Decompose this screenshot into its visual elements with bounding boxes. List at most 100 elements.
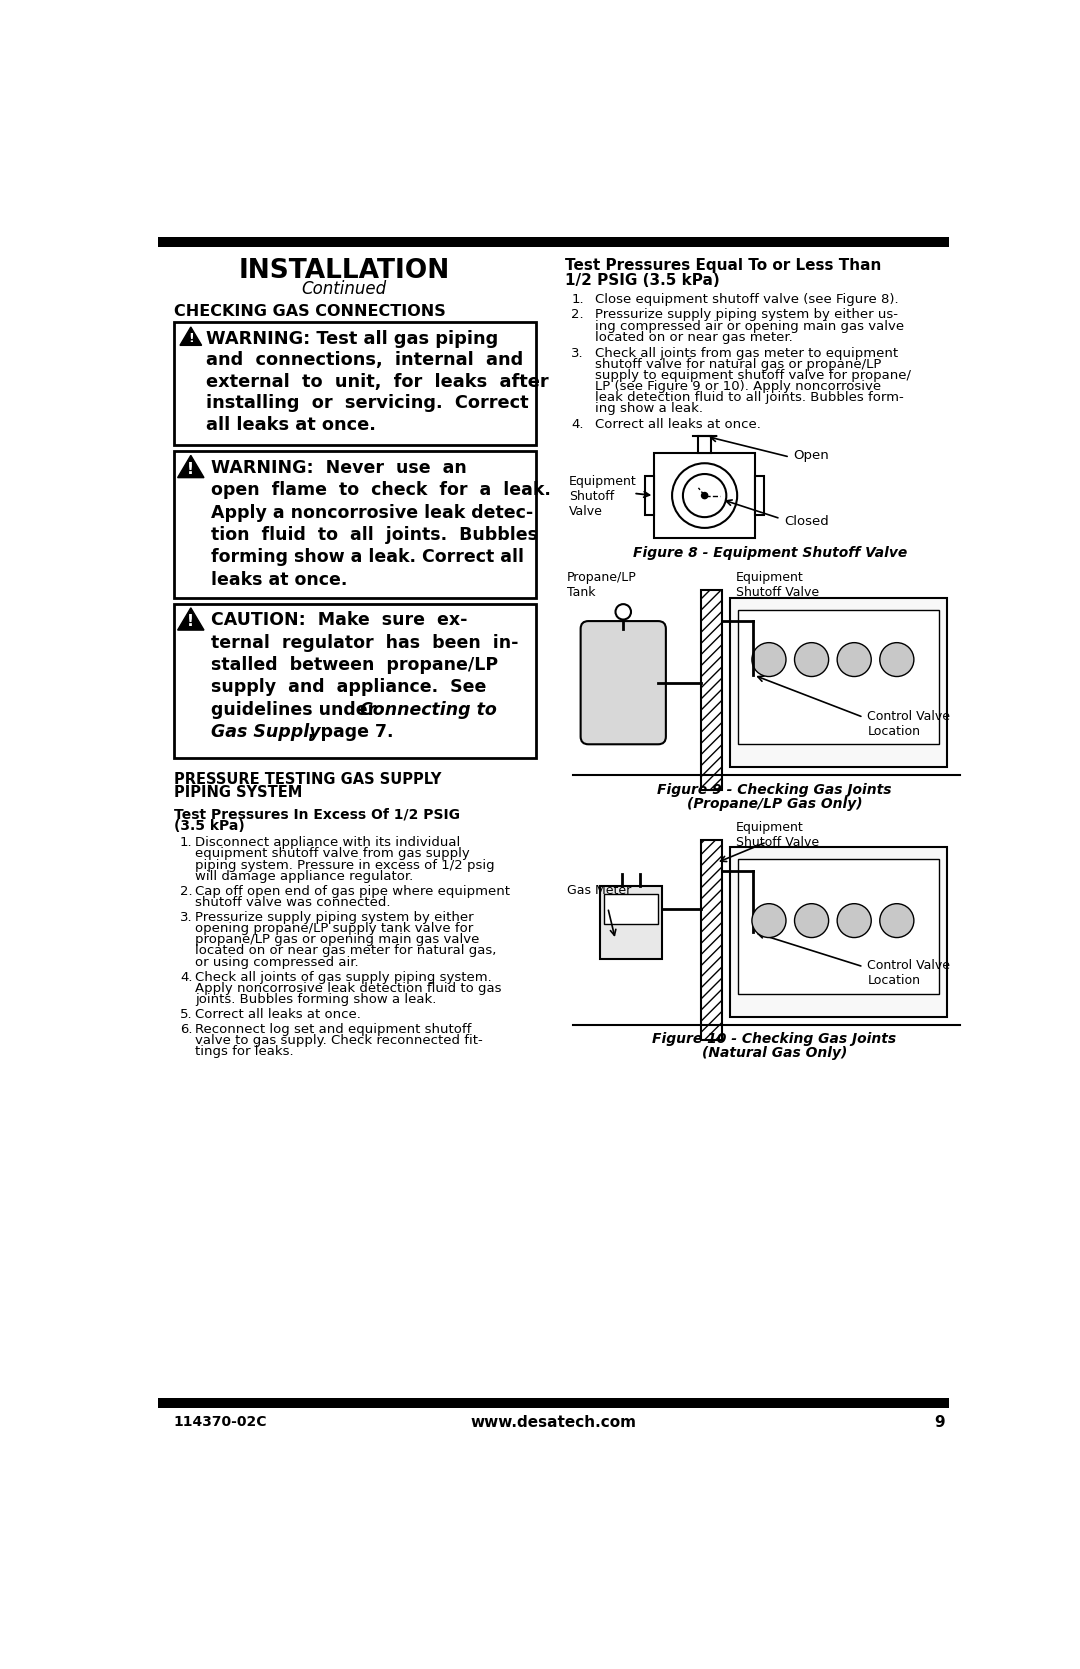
Text: 4.: 4.	[571, 419, 584, 431]
Text: leak detection fluid to all joints. Bubbles form-: leak detection fluid to all joints. Bubb…	[595, 391, 903, 404]
Text: Control Valve
Location: Control Valve Location	[867, 960, 950, 986]
Bar	[159, 237, 948, 247]
Circle shape	[795, 903, 828, 938]
Text: Check all joints of gas supply piping system.: Check all joints of gas supply piping sy…	[195, 971, 492, 983]
Text: PRESSURE TESTING GAS SUPPLY: PRESSURE TESTING GAS SUPPLY	[174, 771, 441, 786]
Text: Equipment
Shutoff Valve: Equipment Shutoff Valve	[735, 821, 819, 848]
Text: (Natural Gas Only): (Natural Gas Only)	[702, 1046, 847, 1060]
Text: Figure 8 - Equipment Shutoff Valve: Figure 8 - Equipment Shutoff Valve	[633, 546, 907, 559]
Text: Close equipment shutoff valve (see Figure 8).: Close equipment shutoff valve (see Figur…	[595, 292, 899, 305]
Text: Reconnect log set and equipment shutoff: Reconnect log set and equipment shutoff	[195, 1023, 472, 1036]
Text: Apply noncorrosive leak detection fluid to gas: Apply noncorrosive leak detection fluid …	[195, 981, 502, 995]
Text: tion  fluid  to  all  joints.  Bubbles: tion fluid to all joints. Bubbles	[211, 526, 538, 544]
Text: , page 7.: , page 7.	[308, 723, 393, 741]
Text: 1.: 1.	[180, 836, 192, 850]
Text: equipment shutoff valve from gas supply: equipment shutoff valve from gas supply	[195, 848, 470, 861]
Text: ing show a leak.: ing show a leak.	[595, 402, 703, 416]
Text: Connecting to: Connecting to	[360, 701, 497, 719]
Text: CHECKING GAS CONNECTIONS: CHECKING GAS CONNECTIONS	[174, 304, 446, 319]
Bar	[730, 598, 947, 768]
FancyBboxPatch shape	[581, 621, 666, 744]
Text: 5.: 5.	[180, 1008, 192, 1021]
Text: Gas Meter: Gas Meter	[567, 885, 631, 898]
Text: 3.: 3.	[571, 347, 584, 359]
Text: Figure 9 - Checking Gas Joints: Figure 9 - Checking Gas Joints	[657, 783, 892, 796]
Text: opening propane/LP supply tank valve for: opening propane/LP supply tank valve for	[195, 923, 474, 935]
Text: 9: 9	[934, 1415, 945, 1430]
Text: Pressurize supply piping system by either us-: Pressurize supply piping system by eithe…	[595, 309, 897, 322]
Text: Check all joints from gas meter to equipment: Check all joints from gas meter to equip…	[595, 347, 897, 359]
Text: external  to  unit,  for  leaks  after: external to unit, for leaks after	[206, 372, 549, 391]
Text: forming show a leak. Correct all: forming show a leak. Correct all	[211, 549, 524, 566]
Text: 1/2 PSIG (3.5 kPa): 1/2 PSIG (3.5 kPa)	[565, 274, 720, 289]
Text: Correct all leaks at once.: Correct all leaks at once.	[195, 1008, 362, 1021]
Text: WARNING:  Never  use  an: WARNING: Never use an	[211, 459, 467, 477]
Circle shape	[683, 474, 727, 517]
Text: and  connections,  internal  and: and connections, internal and	[206, 350, 524, 369]
Text: CAUTION:  Make  sure  ex-: CAUTION: Make sure ex-	[211, 611, 468, 629]
Text: PIPING SYSTEM: PIPING SYSTEM	[174, 784, 302, 799]
Text: leaks at once.: leaks at once.	[211, 571, 348, 589]
Polygon shape	[177, 456, 204, 477]
Text: Control Valve
Location: Control Valve Location	[867, 709, 950, 738]
Bar	[159, 1397, 948, 1407]
Text: 1.: 1.	[571, 292, 584, 305]
Text: supply to equipment shutoff valve for propane/: supply to equipment shutoff valve for pr…	[595, 369, 910, 382]
Text: 2.: 2.	[571, 309, 584, 322]
Text: guidelines under: guidelines under	[211, 701, 382, 719]
Text: valve to gas supply. Check reconnected fit-: valve to gas supply. Check reconnected f…	[195, 1035, 483, 1046]
Text: 6.: 6.	[180, 1023, 192, 1036]
Circle shape	[672, 464, 738, 527]
Bar	[645, 476, 654, 514]
Text: !: !	[188, 332, 193, 345]
Text: WARNING: Test all gas piping: WARNING: Test all gas piping	[206, 330, 499, 347]
Text: stalled  between  propane/LP: stalled between propane/LP	[211, 656, 498, 674]
Text: Test Pressures In Excess Of 1/2 PSIG: Test Pressures In Excess Of 1/2 PSIG	[174, 808, 460, 821]
Bar	[701, 591, 723, 791]
Text: Open: Open	[794, 449, 829, 462]
Text: LP (see Figure 9 or 10). Apply noncorrosive: LP (see Figure 9 or 10). Apply noncorros…	[595, 381, 880, 394]
Bar	[738, 609, 940, 744]
Bar	[699, 436, 711, 454]
Text: open  flame  to  check  for  a  leak.: open flame to check for a leak.	[211, 481, 551, 499]
Text: tings for leaks.: tings for leaks.	[195, 1045, 294, 1058]
Polygon shape	[177, 608, 204, 631]
Circle shape	[795, 643, 828, 676]
Text: Equipment
Shutoff Valve: Equipment Shutoff Valve	[735, 571, 819, 599]
Circle shape	[752, 903, 786, 938]
Text: shutoff valve for natural gas or propane/LP: shutoff valve for natural gas or propane…	[595, 357, 881, 371]
Text: Continued: Continued	[301, 280, 387, 297]
Text: ternal  regulator  has  been  in-: ternal regulator has been in-	[211, 634, 518, 653]
Text: located on or near gas meter.: located on or near gas meter.	[595, 330, 793, 344]
Text: Pressurize supply piping system by either: Pressurize supply piping system by eithe…	[195, 911, 474, 925]
Circle shape	[837, 643, 872, 676]
Text: Gas Supply: Gas Supply	[211, 723, 321, 741]
Bar	[738, 860, 940, 993]
Text: Test Pressures Equal To or Less Than: Test Pressures Equal To or Less Than	[565, 259, 881, 274]
Text: installing  or  servicing.  Correct: installing or servicing. Correct	[206, 394, 529, 412]
Text: 2.: 2.	[180, 885, 192, 898]
Text: or using compressed air.: or using compressed air.	[195, 956, 359, 968]
Bar	[174, 451, 537, 598]
Text: 3.: 3.	[180, 911, 192, 925]
Text: ing compressed air or opening main gas valve: ing compressed air or opening main gas v…	[595, 320, 904, 332]
Bar	[730, 848, 947, 1016]
Bar	[174, 322, 537, 446]
Polygon shape	[180, 327, 202, 345]
Text: 4.: 4.	[180, 971, 192, 983]
Text: propane/LP gas or opening main gas valve: propane/LP gas or opening main gas valve	[195, 933, 480, 946]
Bar	[174, 604, 537, 758]
Text: 114370-02C: 114370-02C	[174, 1415, 267, 1429]
Text: (Propane/LP Gas Only): (Propane/LP Gas Only)	[687, 796, 862, 811]
Text: piping system. Pressure in excess of 1/2 psig: piping system. Pressure in excess of 1/2…	[195, 858, 495, 871]
Bar	[604, 893, 658, 925]
Text: Closed: Closed	[784, 514, 829, 527]
Text: joints. Bubbles forming show a leak.: joints. Bubbles forming show a leak.	[195, 993, 436, 1006]
Bar	[600, 886, 662, 960]
Circle shape	[837, 903, 872, 938]
Bar	[755, 476, 765, 514]
Text: Propane/LP
Tank: Propane/LP Tank	[567, 571, 636, 599]
Circle shape	[880, 903, 914, 938]
Text: !: !	[187, 462, 194, 477]
Text: (3.5 kPa): (3.5 kPa)	[174, 819, 244, 833]
